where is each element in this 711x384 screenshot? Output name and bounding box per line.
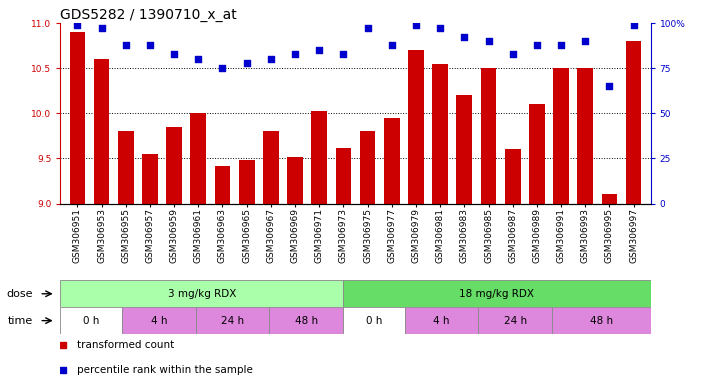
Bar <box>311 111 327 204</box>
Bar <box>405 307 479 334</box>
Bar <box>191 113 206 204</box>
Bar <box>384 118 400 204</box>
Bar <box>60 280 343 307</box>
Bar <box>553 68 569 204</box>
Bar <box>94 59 109 204</box>
Bar <box>336 147 351 204</box>
Point <box>410 22 422 28</box>
Bar <box>602 195 617 204</box>
Point <box>193 56 204 62</box>
Text: 18 mg/kg RDX: 18 mg/kg RDX <box>459 289 535 299</box>
Bar <box>343 307 405 334</box>
Text: time: time <box>8 316 33 326</box>
Bar <box>481 68 496 204</box>
Text: transformed count: transformed count <box>77 340 174 350</box>
Bar <box>196 307 269 334</box>
Point <box>604 83 615 89</box>
Text: 48 h: 48 h <box>590 316 613 326</box>
Point <box>289 51 301 57</box>
Bar <box>360 131 375 204</box>
Text: 48 h: 48 h <box>295 316 318 326</box>
Text: 0 h: 0 h <box>83 316 100 326</box>
Bar <box>118 131 134 204</box>
Bar <box>577 68 593 204</box>
Point <box>265 56 277 62</box>
Bar <box>122 307 196 334</box>
Point <box>483 38 494 44</box>
Point <box>217 65 228 71</box>
Point <box>362 25 373 31</box>
Text: 3 mg/kg RDX: 3 mg/kg RDX <box>168 289 236 299</box>
Bar <box>529 104 545 204</box>
Bar <box>343 280 651 307</box>
Point <box>338 51 349 57</box>
Text: GDS5282 / 1390710_x_at: GDS5282 / 1390710_x_at <box>60 8 237 22</box>
Bar <box>269 307 343 334</box>
Point <box>241 60 252 66</box>
Bar <box>239 160 255 204</box>
Point <box>72 22 83 28</box>
Point <box>386 41 397 48</box>
Bar <box>70 32 85 204</box>
Point <box>531 41 542 48</box>
Bar <box>215 166 230 204</box>
Text: 4 h: 4 h <box>151 316 167 326</box>
Text: percentile rank within the sample: percentile rank within the sample <box>77 365 253 375</box>
Point <box>579 38 591 44</box>
Bar <box>263 131 279 204</box>
Bar <box>432 64 448 204</box>
Bar <box>626 41 641 204</box>
Bar <box>408 50 424 204</box>
Point <box>507 51 518 57</box>
Point <box>144 41 156 48</box>
Point <box>434 25 446 31</box>
Bar <box>166 127 182 204</box>
Bar <box>287 157 303 204</box>
Point <box>459 35 470 41</box>
Point <box>169 51 180 57</box>
Bar <box>479 307 552 334</box>
Point <box>314 47 325 53</box>
Bar <box>552 307 651 334</box>
Bar <box>505 149 520 204</box>
Point <box>555 41 567 48</box>
Point <box>120 41 132 48</box>
Text: 24 h: 24 h <box>504 316 527 326</box>
Bar <box>142 154 158 204</box>
Text: dose: dose <box>6 289 33 299</box>
Point <box>628 22 639 28</box>
Bar <box>60 307 122 334</box>
Text: 4 h: 4 h <box>433 316 450 326</box>
Point <box>96 25 107 31</box>
Text: 24 h: 24 h <box>221 316 244 326</box>
Bar <box>456 95 472 204</box>
Text: 0 h: 0 h <box>365 316 382 326</box>
